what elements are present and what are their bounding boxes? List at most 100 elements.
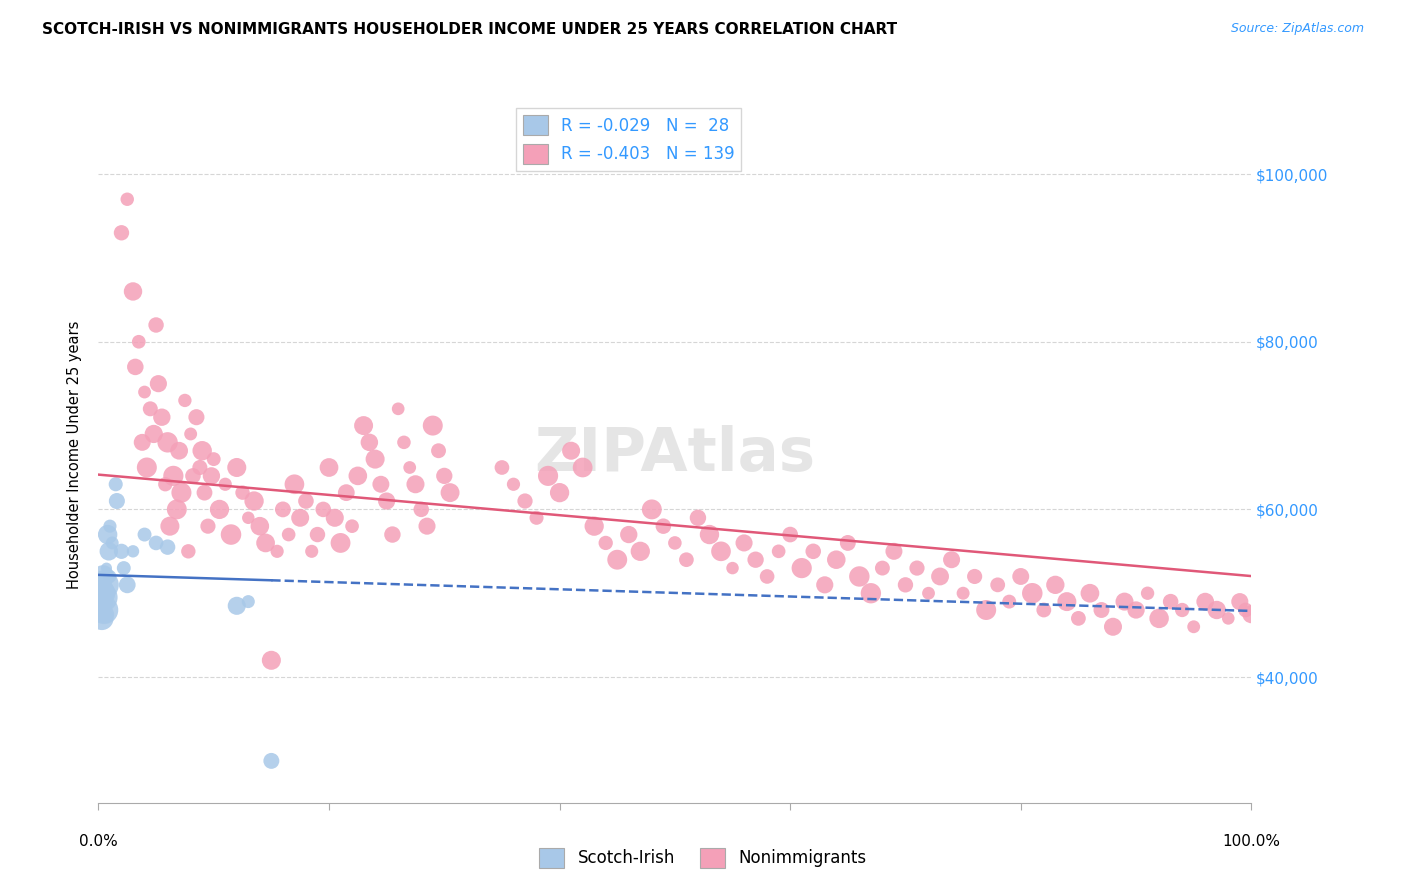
- Point: [208, 502, 231, 516]
- Point: [94, 582, 117, 596]
- Point: [254, 536, 277, 550]
- Point: [699, 527, 721, 541]
- Point: [90, 599, 112, 613]
- Point: [94, 607, 117, 622]
- Point: [283, 477, 305, 491]
- Point: [1234, 603, 1257, 617]
- Point: [513, 494, 536, 508]
- Point: [1171, 603, 1194, 617]
- Point: [110, 544, 132, 558]
- Point: [174, 393, 197, 408]
- Point: [537, 468, 560, 483]
- Point: [1045, 578, 1067, 592]
- Point: [768, 544, 790, 558]
- Point: [526, 510, 548, 524]
- Point: [142, 427, 165, 442]
- Point: [628, 544, 651, 558]
- Text: SCOTCH-IRISH VS NONIMMIGRANTS HOUSEHOLDER INCOME UNDER 25 YEARS CORRELATION CHAR: SCOTCH-IRISH VS NONIMMIGRANTS HOUSEHOLDE…: [42, 22, 897, 37]
- Point: [181, 468, 204, 483]
- Point: [101, 536, 124, 550]
- Point: [1114, 594, 1136, 608]
- Point: [318, 460, 340, 475]
- Point: [188, 460, 211, 475]
- Point: [346, 468, 368, 483]
- Point: [381, 527, 404, 541]
- Point: [370, 477, 392, 491]
- Point: [202, 452, 225, 467]
- Point: [790, 561, 813, 575]
- Point: [135, 460, 157, 475]
- Point: [91, 591, 114, 605]
- Text: 0.0%: 0.0%: [79, 834, 118, 849]
- Point: [249, 519, 271, 533]
- Point: [191, 443, 214, 458]
- Point: [162, 468, 184, 483]
- Point: [825, 552, 848, 566]
- Point: [105, 494, 128, 508]
- Point: [548, 485, 571, 500]
- Point: [1218, 611, 1240, 625]
- Point: [1160, 594, 1182, 608]
- Legend: R = -0.029   N =  28, R = -0.403   N = 139: R = -0.029 N = 28, R = -0.403 N = 139: [516, 109, 741, 170]
- Point: [686, 510, 709, 524]
- Point: [1229, 594, 1251, 608]
- Point: [375, 494, 398, 508]
- Point: [145, 318, 167, 332]
- Point: [433, 468, 456, 483]
- Point: [617, 527, 640, 541]
- Point: [117, 578, 139, 592]
- Point: [243, 494, 266, 508]
- Point: [156, 540, 179, 554]
- Point: [329, 536, 352, 550]
- Point: [97, 527, 120, 541]
- Point: [295, 494, 318, 508]
- Point: [1090, 603, 1112, 617]
- Point: [134, 385, 156, 400]
- Point: [756, 569, 779, 583]
- Point: [929, 569, 952, 583]
- Point: [963, 569, 986, 583]
- Point: [112, 561, 135, 575]
- Point: [416, 519, 439, 533]
- Point: [260, 754, 283, 768]
- Point: [91, 569, 114, 583]
- Point: [405, 477, 427, 491]
- Point: [439, 485, 461, 500]
- Point: [872, 561, 894, 575]
- Point: [710, 544, 733, 558]
- Point: [491, 460, 513, 475]
- Point: [193, 485, 215, 500]
- Point: [156, 435, 179, 450]
- Point: [180, 427, 202, 442]
- Point: [801, 544, 824, 558]
- Point: [155, 477, 177, 491]
- Point: [307, 527, 329, 541]
- Point: [502, 477, 524, 491]
- Point: [231, 485, 254, 500]
- Point: [353, 418, 375, 433]
- Point: [104, 477, 127, 491]
- Point: [1056, 594, 1078, 608]
- Text: Source: ZipAtlas.com: Source: ZipAtlas.com: [1230, 22, 1364, 36]
- Point: [664, 536, 686, 550]
- Point: [1147, 611, 1170, 625]
- Point: [124, 359, 146, 374]
- Point: [571, 460, 593, 475]
- Point: [364, 452, 387, 467]
- Point: [128, 334, 150, 349]
- Point: [219, 527, 242, 541]
- Point: [859, 586, 882, 600]
- Point: [159, 519, 181, 533]
- Point: [166, 502, 188, 516]
- Point: [148, 376, 170, 391]
- Point: [974, 603, 997, 617]
- Point: [1078, 586, 1101, 600]
- Point: [200, 468, 222, 483]
- Point: [186, 410, 208, 425]
- Point: [998, 594, 1021, 608]
- Point: [359, 435, 381, 450]
- Point: [122, 544, 145, 558]
- Point: [139, 401, 162, 416]
- Point: [122, 285, 145, 299]
- Point: [427, 443, 450, 458]
